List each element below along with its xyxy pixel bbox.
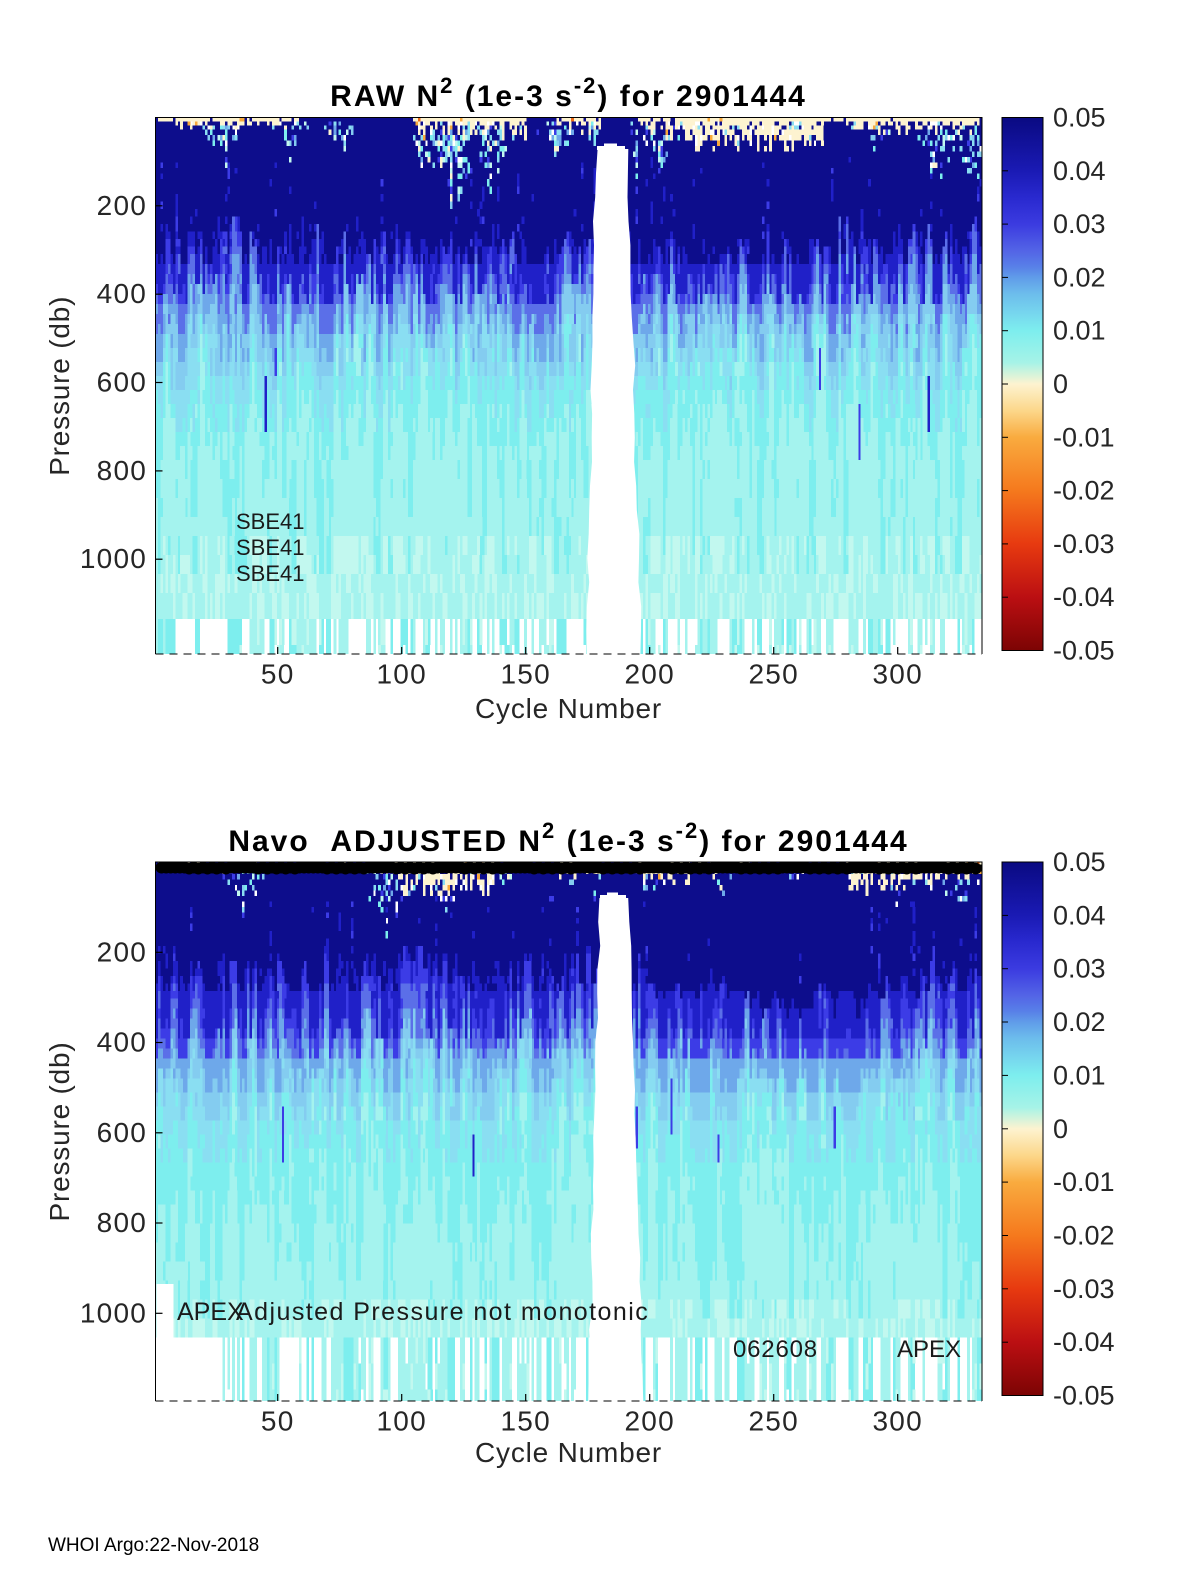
svg-text:0.05: 0.05 — [1053, 847, 1106, 877]
svg-text:SBE41: SBE41 — [236, 535, 305, 560]
svg-text:400: 400 — [97, 1027, 147, 1058]
svg-text:0.04: 0.04 — [1053, 156, 1106, 186]
svg-text:Pressure (db): Pressure (db) — [44, 296, 75, 476]
svg-text:-0.01: -0.01 — [1053, 422, 1115, 452]
svg-text:Cycle Number: Cycle Number — [475, 1437, 662, 1468]
svg-text:SBE41: SBE41 — [236, 509, 305, 534]
svg-text:Adjusted Pressure not monotoni: Adjusted Pressure not monotonic — [236, 1298, 649, 1326]
svg-text:0.01: 0.01 — [1053, 316, 1106, 346]
svg-text:WHOI Argo:22-Nov-2018: WHOI Argo:22-Nov-2018 — [48, 1535, 259, 1556]
svg-text:-0.03: -0.03 — [1053, 529, 1115, 559]
svg-text:0: 0 — [1053, 369, 1068, 399]
svg-text:250: 250 — [749, 659, 799, 690]
svg-text:100: 100 — [377, 1406, 427, 1437]
svg-text:0.04: 0.04 — [1053, 900, 1106, 930]
svg-text:1000: 1000 — [80, 543, 147, 574]
svg-text:200: 200 — [625, 1406, 675, 1437]
svg-text:-0.04: -0.04 — [1053, 1327, 1115, 1357]
svg-text:0.01: 0.01 — [1053, 1060, 1106, 1090]
svg-text:300: 300 — [873, 1406, 923, 1437]
svg-text:250: 250 — [749, 1406, 799, 1437]
svg-text:100: 100 — [377, 659, 427, 690]
svg-text:50: 50 — [261, 659, 295, 690]
svg-text:800: 800 — [97, 1207, 147, 1238]
svg-text:1000: 1000 — [80, 1297, 147, 1328]
svg-text:APEX: APEX — [177, 1298, 244, 1326]
svg-text:Pressure (db): Pressure (db) — [44, 1041, 75, 1221]
svg-text:300: 300 — [873, 659, 923, 690]
svg-text:-0.04: -0.04 — [1053, 582, 1115, 612]
svg-text:Navo ADJUSTED N2 (1e-3 s-2) f: Navo ADJUSTED N2 (1e-3 s-2) for 2901444 — [228, 818, 908, 858]
svg-text:-0.05: -0.05 — [1053, 636, 1115, 666]
svg-text:-0.01: -0.01 — [1053, 1167, 1115, 1197]
svg-text:200: 200 — [97, 190, 147, 221]
svg-text:-0.03: -0.03 — [1053, 1274, 1115, 1304]
svg-text:50: 50 — [261, 1406, 295, 1437]
svg-text:400: 400 — [97, 278, 147, 309]
svg-text:SBE41: SBE41 — [236, 561, 305, 586]
svg-text:-0.02: -0.02 — [1053, 476, 1115, 506]
svg-text:200: 200 — [97, 936, 147, 967]
svg-text:0.02: 0.02 — [1053, 1007, 1106, 1037]
svg-text:0.02: 0.02 — [1053, 262, 1106, 292]
svg-text:Cycle Number: Cycle Number — [475, 693, 662, 724]
svg-text:600: 600 — [97, 367, 147, 398]
svg-text:062608: 062608 — [733, 1336, 818, 1363]
svg-text:150: 150 — [501, 1406, 551, 1437]
svg-text:APEX: APEX — [897, 1336, 961, 1363]
svg-text:0.03: 0.03 — [1053, 954, 1106, 984]
svg-text:800: 800 — [97, 455, 147, 486]
svg-text:-0.02: -0.02 — [1053, 1221, 1115, 1251]
svg-text:RAW N2 (1e-3 s-2) for 2901444: RAW N2 (1e-3 s-2) for 2901444 — [330, 73, 807, 113]
svg-text:0.05: 0.05 — [1053, 103, 1106, 133]
svg-text:150: 150 — [501, 659, 551, 690]
svg-text:0: 0 — [1053, 1114, 1068, 1144]
svg-text:600: 600 — [97, 1117, 147, 1148]
svg-text:-0.05: -0.05 — [1053, 1381, 1115, 1411]
svg-text:0.03: 0.03 — [1053, 209, 1106, 239]
svg-text:200: 200 — [625, 659, 675, 690]
